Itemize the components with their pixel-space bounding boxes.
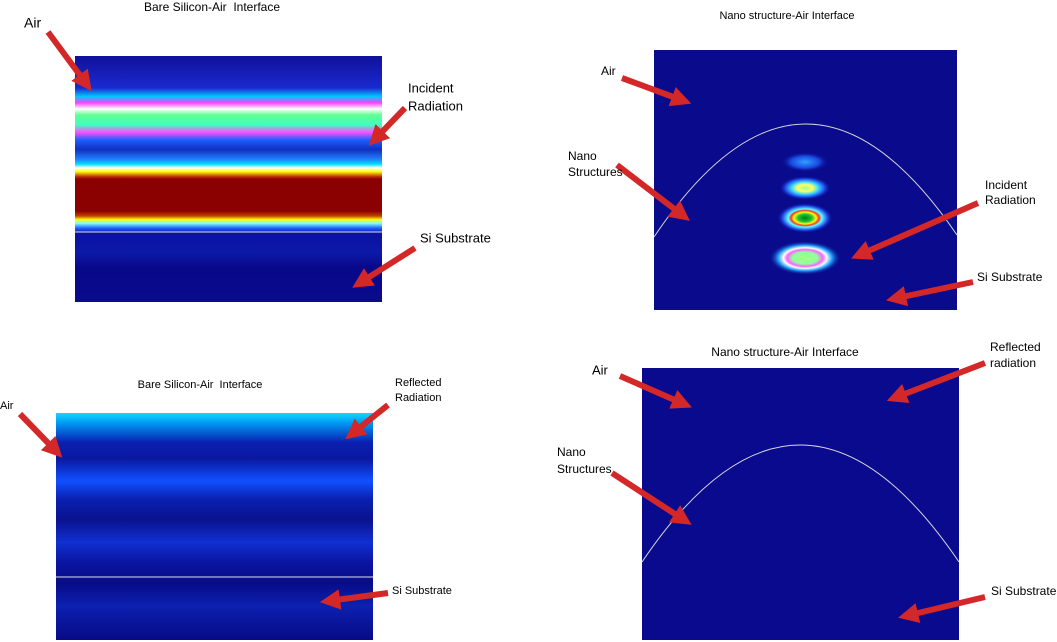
annotation-label: Structures — [557, 462, 612, 476]
field-spot — [777, 203, 833, 233]
arrow — [17, 411, 63, 458]
nanostructure-outline — [653, 123, 958, 238]
arrow — [898, 594, 986, 623]
field-spot — [769, 241, 841, 275]
labels: Bare Silicon-Air Interface Nano structure… — [0, 0, 1057, 598]
arrow — [615, 162, 690, 221]
annotation-label: Reflected — [990, 340, 1041, 354]
arrow — [620, 75, 692, 107]
annotation-label: Si Substrate — [392, 585, 452, 597]
annotation-label: Si Substrate — [420, 230, 491, 245]
annotation-label: Air — [592, 362, 609, 377]
arrow — [45, 30, 92, 92]
field-spot — [781, 152, 829, 172]
annotation-label: Incident — [408, 80, 454, 95]
panel-title: Bare Silicon-Air Interface — [138, 379, 263, 391]
annotation-label: Nano — [557, 445, 586, 459]
field-image — [642, 368, 959, 640]
arrow — [319, 589, 389, 610]
annotation-label: Nano — [568, 149, 597, 163]
arrow — [352, 245, 417, 288]
annotation-label: Reflected — [395, 377, 441, 389]
arrow — [851, 200, 980, 260]
annotation-label: Radiation — [408, 98, 463, 113]
panel-title: Bare Silicon-Air Interface — [144, 0, 280, 14]
annotation-label: Si Substrate — [991, 584, 1057, 598]
arrow — [886, 279, 974, 307]
annotation-label: Incident — [985, 178, 1028, 192]
panel-title: Nano structure-Air Interface — [719, 10, 854, 22]
annotation-label: Radiation — [985, 193, 1036, 207]
field-image — [75, 56, 382, 302]
arrows — [17, 30, 987, 623]
annotation-label: Air — [0, 400, 14, 412]
arrow — [368, 105, 408, 146]
field-spot — [779, 176, 831, 200]
arrow — [618, 373, 692, 409]
arrow — [345, 402, 390, 440]
annotation-label: Structures — [568, 165, 623, 179]
annotation-label: Radiation — [395, 392, 441, 404]
annotation-label: radiation — [990, 356, 1036, 370]
annotation-label: Si Substrate — [977, 270, 1043, 284]
arrow — [886, 360, 987, 404]
field-image — [56, 413, 373, 640]
panel-title: Nano structure-Air Interface — [711, 345, 859, 359]
arrow — [610, 470, 692, 525]
annotation-label: Air — [601, 64, 616, 78]
annotation-label: Air — [24, 15, 41, 31]
